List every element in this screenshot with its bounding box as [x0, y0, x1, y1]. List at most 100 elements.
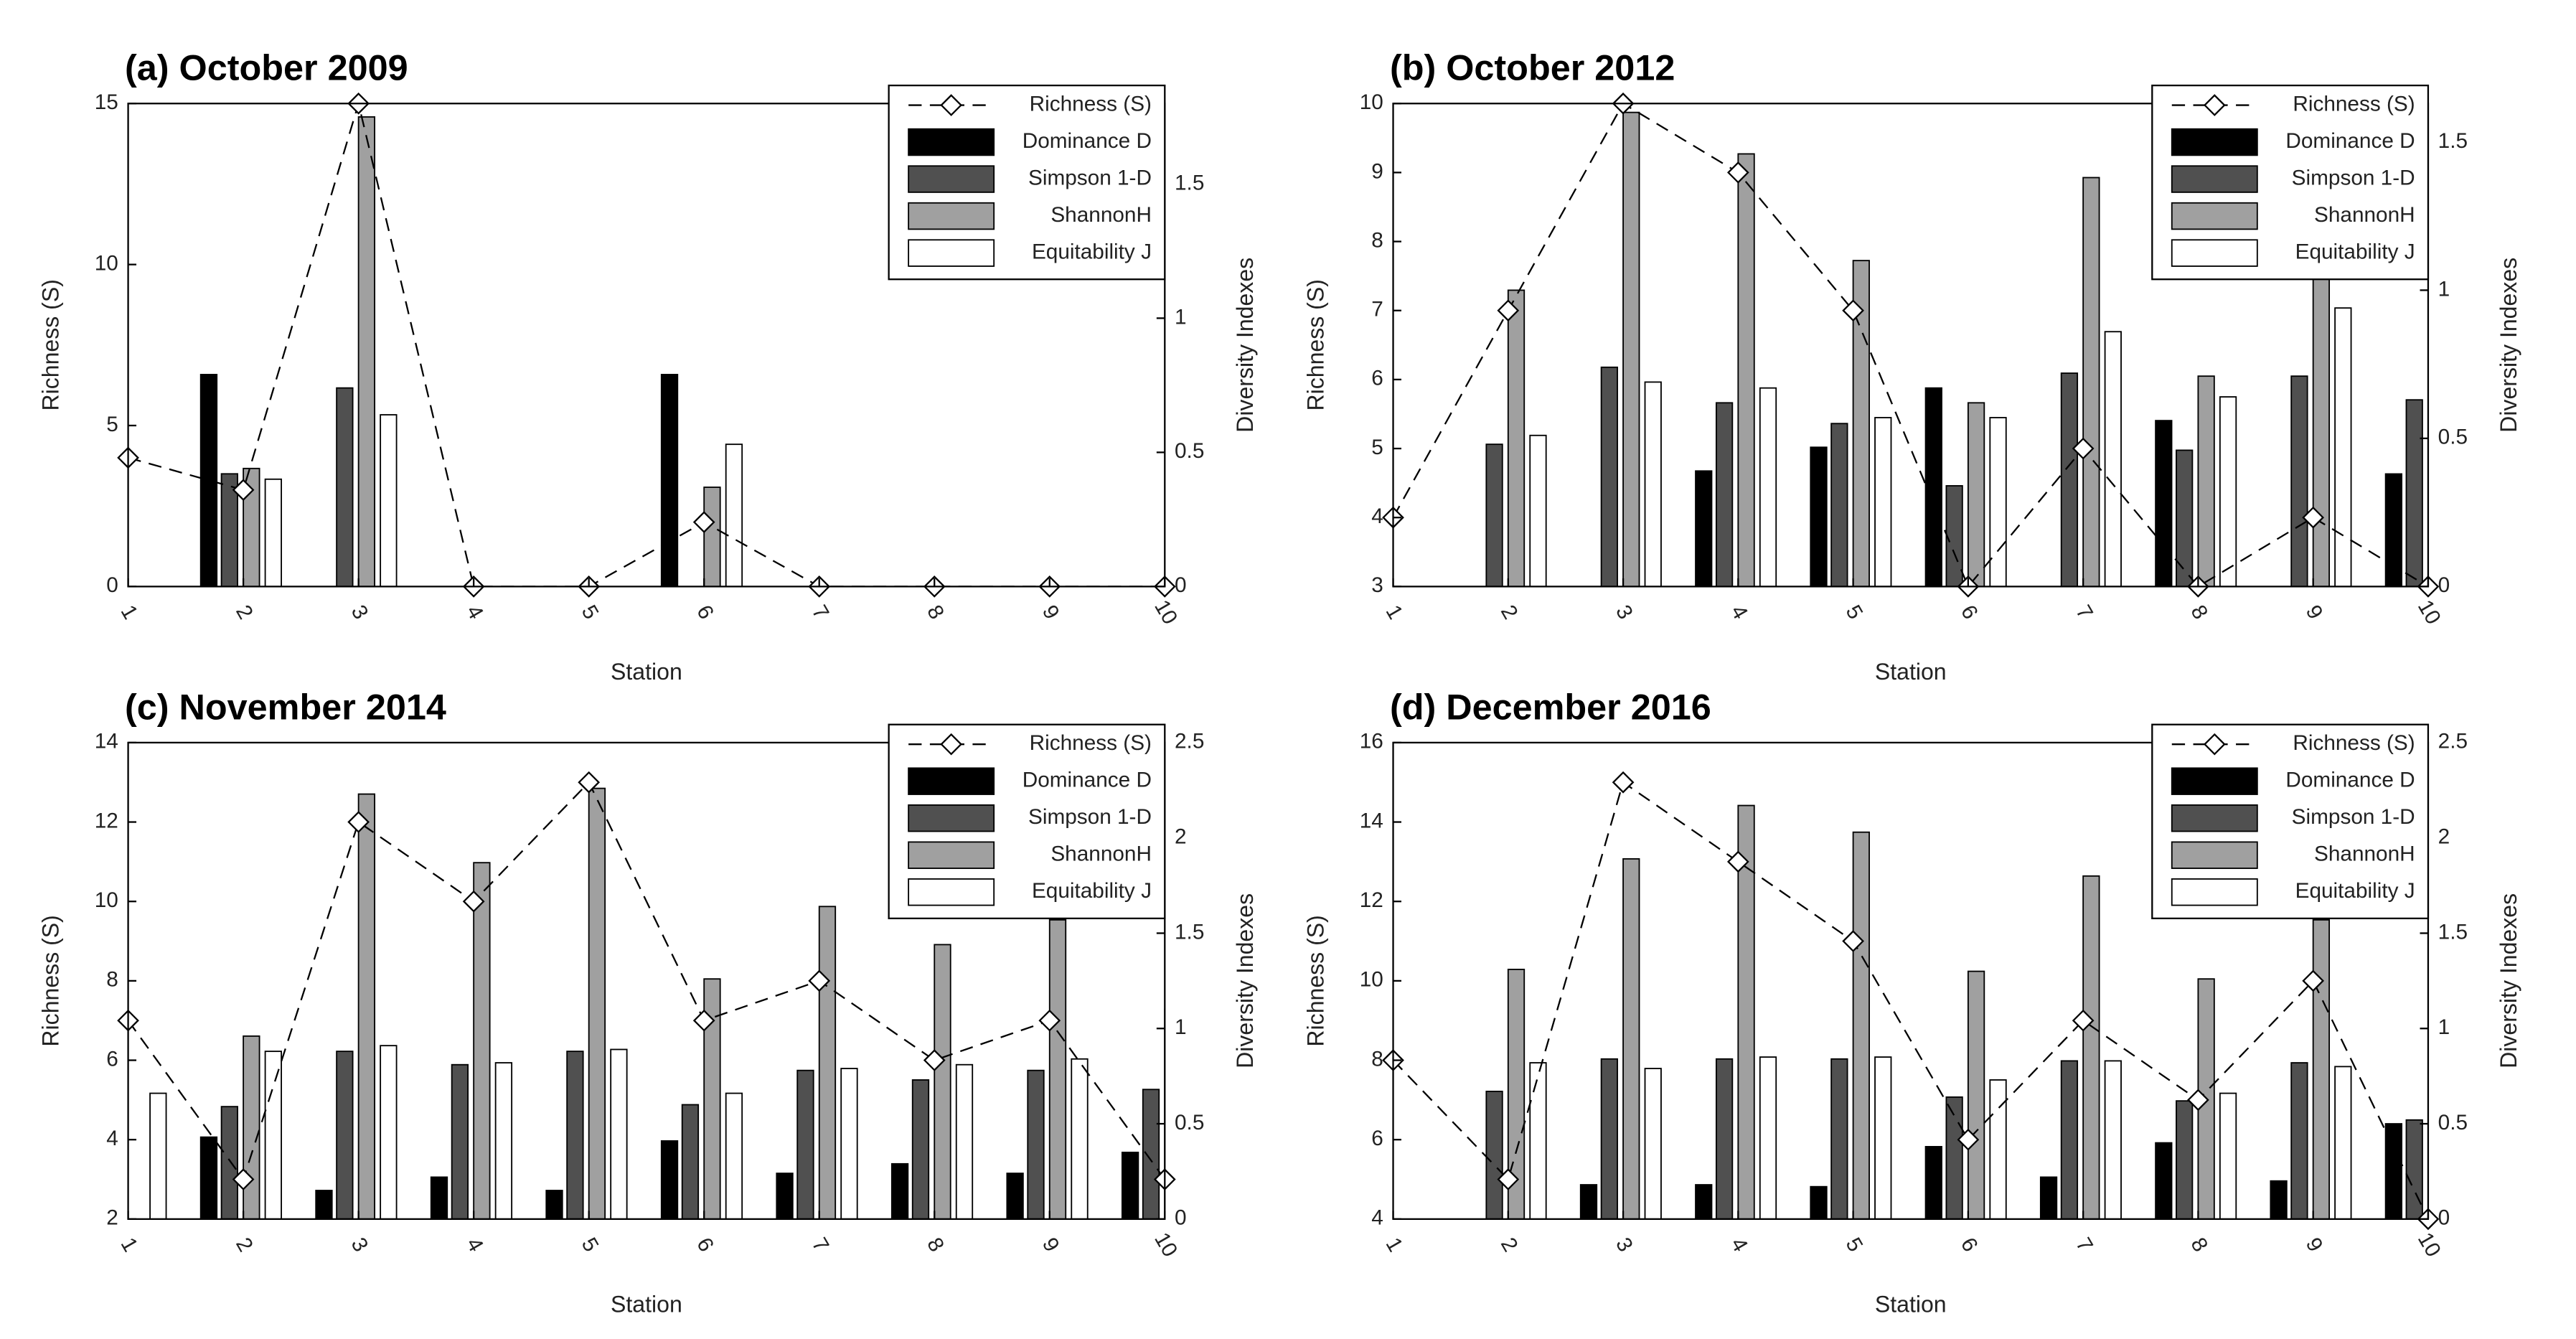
legend-label: Simpson 1-D: [1028, 166, 1152, 189]
bar: [336, 1051, 354, 1219]
bar: [660, 374, 679, 587]
y-tick-label: 4: [1371, 504, 1383, 528]
x-axis-label: Station: [1875, 659, 1947, 685]
axes-box: [1392, 103, 2430, 588]
x-tick-label: 1: [116, 601, 143, 624]
x-tick-label: 2: [231, 601, 258, 624]
richness-line: [127, 781, 1166, 1182]
axes-box: [127, 103, 1166, 588]
x-tick-label: 6: [692, 601, 718, 624]
legend-swatch: [908, 841, 995, 869]
legend-swatch: [2171, 841, 2258, 869]
x-tick-label: 5: [577, 1234, 603, 1256]
legend-label: Dominance D: [2285, 129, 2415, 153]
x-tick-label: 2: [231, 1234, 258, 1256]
richness-marker: [1957, 1128, 1980, 1151]
bar: [796, 1069, 814, 1219]
bar: [1507, 289, 1526, 587]
bar: [2405, 399, 2423, 587]
richness-marker: [1497, 1168, 1520, 1190]
legend-swatch: [2171, 804, 2258, 832]
legend-label: Richness (S): [2293, 92, 2415, 116]
x-axis-label: Station: [1875, 1292, 1947, 1317]
bar: [1600, 366, 1618, 587]
bar: [2427, 1056, 2428, 1219]
y-tick-label: 8: [106, 968, 118, 992]
y-tick-label: 15: [95, 90, 118, 114]
legend-label: Richness (S): [1030, 92, 1152, 116]
richness-marker: [1038, 1009, 1061, 1032]
bar: [2312, 230, 2331, 587]
legend: Richness (S) Dominance D Simpson 1-D Shanno…: [888, 723, 1166, 920]
bar: [1027, 1069, 1045, 1219]
plot: [149, 787, 1165, 1219]
bar: [1810, 446, 1828, 587]
legend-swatch: [2171, 239, 2258, 267]
bar: [1737, 153, 1755, 587]
bar: [1737, 804, 1755, 1219]
richness-marker: [347, 811, 370, 833]
bar: [681, 1104, 700, 1219]
plot: [1485, 804, 2428, 1219]
bar: [1989, 1079, 2007, 1219]
x-tick-label: 3: [1611, 601, 1637, 624]
y2-tick-label: 1.5: [1175, 171, 1204, 194]
y2-tick-label: 1: [1175, 305, 1187, 329]
x-tick-label: 9: [1038, 601, 1064, 624]
bar: [2104, 331, 2122, 587]
bar: [1529, 434, 1547, 587]
bar: [1759, 1056, 1777, 1219]
richness-marker: [1726, 161, 1749, 184]
bar: [703, 487, 721, 587]
bar: [610, 1048, 628, 1219]
richness-line: [1392, 781, 2429, 1220]
richness-marker: [2072, 1009, 2095, 1032]
y2-axis-label: Diversity Indexes: [1232, 893, 1258, 1068]
bar: [1759, 387, 1777, 587]
bar: [1830, 1058, 1848, 1219]
chart-title: (c) November 2014: [125, 686, 446, 727]
richness-marker: [808, 969, 831, 992]
x-tick-label: 3: [347, 1234, 373, 1256]
y-tick-label: 12: [95, 809, 118, 832]
bar: [1852, 831, 1870, 1219]
x-tick-label: 5: [1841, 601, 1868, 624]
bar: [545, 1190, 563, 1219]
bar: [380, 1045, 398, 1219]
y-tick-label: 12: [1360, 888, 1383, 912]
y-tick-label: 10: [95, 888, 118, 912]
legend-swatch: [2171, 165, 2258, 193]
bar: [1644, 381, 1662, 587]
y2-tick-label: 1: [2438, 277, 2450, 301]
bar: [725, 1092, 743, 1219]
bar: [2270, 1180, 2288, 1219]
bar: [264, 1051, 282, 1219]
bar: [1006, 1173, 1024, 1219]
x-tick-label: 6: [1956, 601, 1983, 624]
bar: [818, 906, 837, 1219]
x-axis-label: Station: [611, 659, 682, 685]
legend-label: ShannonH: [1050, 203, 1152, 227]
legend-swatch: [908, 767, 995, 795]
y2-tick-label: 1: [2438, 1015, 2450, 1039]
richness-marker: [578, 771, 601, 794]
bar: [2334, 1066, 2352, 1219]
richness-marker: [1497, 299, 1520, 322]
bar: [315, 1190, 333, 1219]
richness-marker: [2302, 969, 2325, 992]
legend-marker: [2203, 94, 2226, 116]
y-tick-label: 14: [95, 730, 118, 753]
x-tick-label: 7: [2071, 601, 2097, 624]
bar: [1874, 417, 1892, 587]
y2-tick-label: 0: [2438, 573, 2450, 597]
y-tick-label: 10: [95, 251, 118, 275]
bar: [725, 443, 743, 587]
legend-label: ShannonH: [1050, 842, 1152, 866]
richness-marker: [2302, 506, 2325, 529]
bar: [380, 414, 398, 587]
y2-tick-label: 1.5: [1175, 920, 1204, 944]
y-tick-label: 5: [106, 413, 118, 436]
bar: [243, 1035, 260, 1219]
x-tick-label: 7: [2071, 1234, 2097, 1256]
